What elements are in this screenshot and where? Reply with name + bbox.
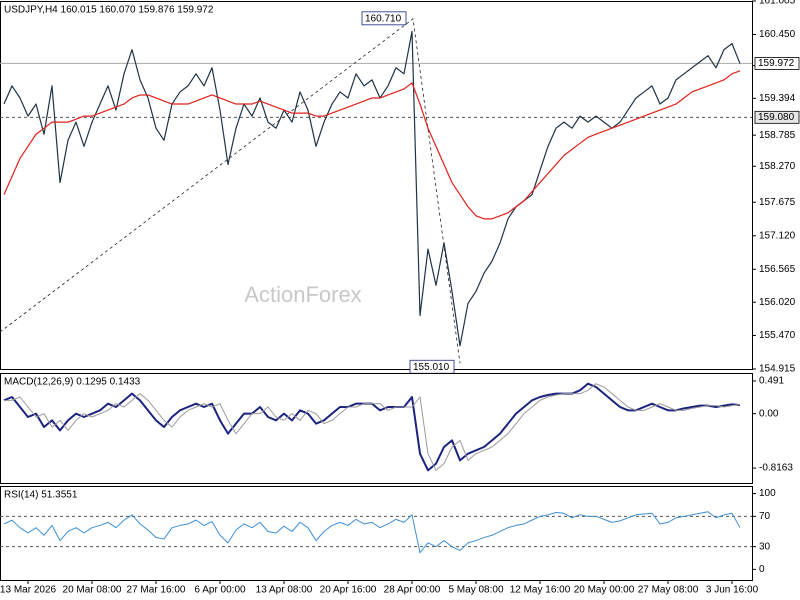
x-tick-label: 13 Mar 2026 xyxy=(0,585,57,596)
x-tick-label: 27 Mar 16:00 xyxy=(127,585,186,596)
x-tick-label: 5 May 08:00 xyxy=(448,585,503,596)
annotation-box xyxy=(361,11,407,26)
x-tick-label: 28 Apr 00:00 xyxy=(384,585,441,596)
level-label: 159.080 xyxy=(758,112,795,123)
x-tick-label: 13 Apr 08:00 xyxy=(256,585,313,596)
y-tick-label: 158.785 xyxy=(759,130,796,141)
y-tick-label: 0 xyxy=(759,564,765,575)
series-line xyxy=(3,511,741,554)
panel-frame xyxy=(0,1,753,370)
y-tick-label: -0.8163 xyxy=(759,463,793,474)
panel-frame xyxy=(0,373,753,484)
panel-title: RSI(14) 51.3551 xyxy=(4,490,78,501)
watermark: ActionForex xyxy=(244,282,361,307)
x-tick-label: 3 Jun 16:00 xyxy=(706,585,759,596)
y-tick-label: 30 xyxy=(759,541,771,552)
y-tick-label: 154.915 xyxy=(759,364,796,375)
y-tick-label: 157.120 xyxy=(759,230,796,241)
x-tick-label: 20 Mar 08:00 xyxy=(63,585,122,596)
x-tick-label: 20 Apr 16:00 xyxy=(320,585,377,596)
annotation-label: 160.710 xyxy=(365,13,402,24)
x-tick-label: 12 May 16:00 xyxy=(510,585,571,596)
x-tick-label: 27 May 08:00 xyxy=(638,585,699,596)
y-tick-label: 0.491 xyxy=(759,376,784,387)
x-tick-label: 20 May 00:00 xyxy=(574,585,635,596)
y-tick-label: 155.470 xyxy=(759,330,796,341)
y-tick-label: 0.00 xyxy=(759,408,779,419)
panel-title: USDJPY,H4 160.015 160.070 159.876 159.97… xyxy=(4,5,214,16)
level-label: 159.972 xyxy=(758,58,795,69)
level-label-box xyxy=(754,110,800,124)
series-line xyxy=(3,70,741,220)
y-tick-label: 158.270 xyxy=(759,161,796,172)
panel-title: MACD(12,26,9) 0.1295 0.1433 xyxy=(4,377,141,388)
annotation-label: 155.010 xyxy=(413,362,450,373)
y-tick-label: 157.675 xyxy=(759,197,796,208)
level-label-box xyxy=(754,57,800,70)
y-tick-label: 156.020 xyxy=(759,297,796,308)
y-tick-label: 160.450 xyxy=(759,29,796,40)
y-tick-label: 159.394 xyxy=(759,93,796,104)
y-tick-label: 70 xyxy=(759,511,771,522)
y-tick-label: 100 xyxy=(759,488,776,499)
y-tick-label: 161.005 xyxy=(759,0,796,7)
series-line xyxy=(3,30,741,347)
x-tick-label: 6 Apr 00:00 xyxy=(194,585,246,596)
series-line xyxy=(4,383,741,471)
y-tick-label: 156.565 xyxy=(759,264,796,275)
panel-frame xyxy=(0,486,753,581)
